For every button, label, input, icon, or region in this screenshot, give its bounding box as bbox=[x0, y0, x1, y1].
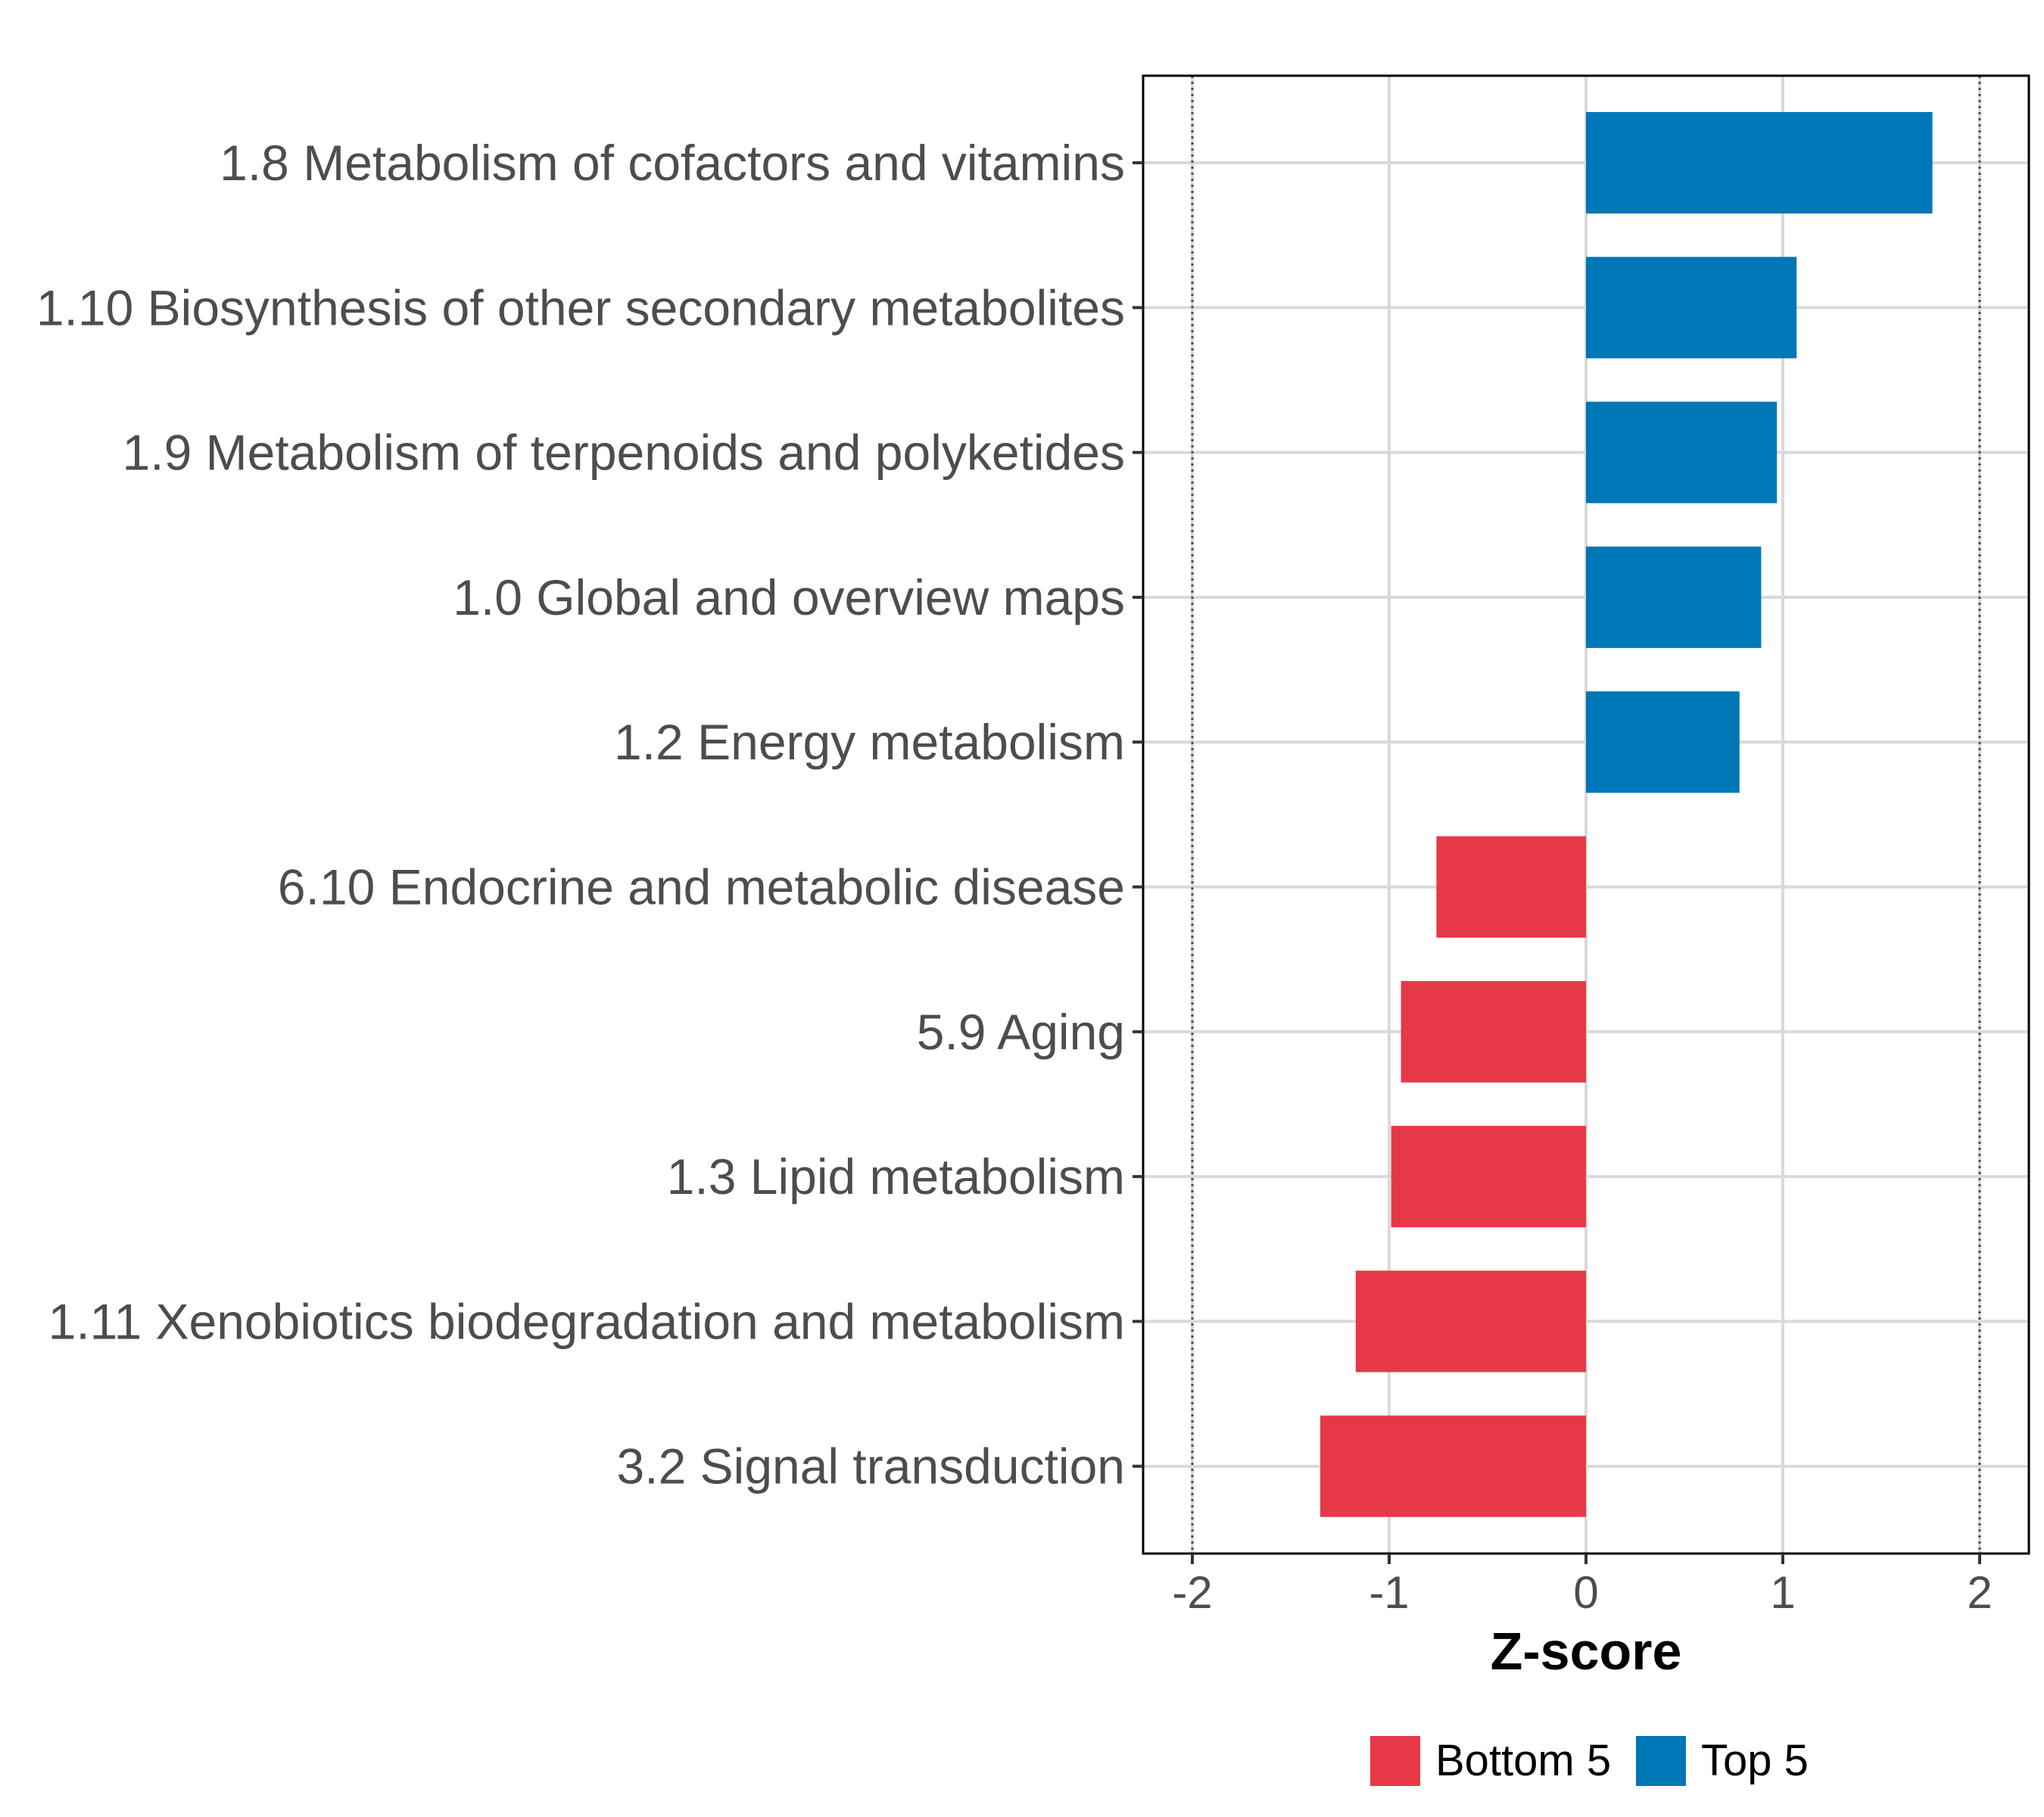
category-label: 5.9 Aging bbox=[917, 1004, 1125, 1060]
x-tick-label: 2 bbox=[1967, 1567, 1992, 1618]
legend: Bottom 5 Top 5 bbox=[1370, 1736, 1809, 1786]
category-label: 1.8 Metabolism of cofactors and vitamins bbox=[220, 135, 1125, 191]
bar bbox=[1586, 546, 1762, 648]
category-label: 3.2 Signal transduction bbox=[617, 1438, 1125, 1494]
x-axis: -2 -1 0 1 2 bbox=[1172, 1554, 1993, 1618]
bar bbox=[1586, 257, 1797, 359]
category-label: 6.10 Endocrine and metabolic disease bbox=[278, 859, 1125, 915]
category-label: 1.0 Global and overview maps bbox=[453, 569, 1125, 625]
category-label: 1.11 Xenobiotics biodegradation and meta… bbox=[48, 1293, 1125, 1349]
legend-label: Bottom 5 bbox=[1435, 1736, 1611, 1785]
legend-label: Top 5 bbox=[1701, 1736, 1809, 1785]
category-label: 1.9 Metabolism of terpenoids and polyket… bbox=[123, 425, 1125, 481]
x-tick-label: -1 bbox=[1369, 1567, 1409, 1618]
x-axis-title: Z-score bbox=[1491, 1622, 1682, 1681]
bar bbox=[1320, 1415, 1586, 1517]
y-axis: 1.8 Metabolism of cofactors and vitamins… bbox=[36, 135, 1143, 1494]
bar bbox=[1586, 112, 1933, 213]
bar bbox=[1355, 1270, 1586, 1373]
legend-key bbox=[1370, 1736, 1420, 1786]
bar bbox=[1436, 836, 1586, 938]
category-label: 1.2 Energy metabolism bbox=[614, 714, 1125, 770]
x-tick-label: -2 bbox=[1172, 1567, 1212, 1618]
bar bbox=[1391, 1126, 1586, 1228]
bar bbox=[1401, 980, 1586, 1083]
category-label: 1.10 Biosynthesis of other secondary met… bbox=[36, 279, 1125, 335]
category-label: 1.3 Lipid metabolism bbox=[667, 1148, 1125, 1205]
x-tick-label: 1 bbox=[1770, 1567, 1795, 1618]
legend-key bbox=[1636, 1736, 1686, 1786]
bar bbox=[1586, 401, 1778, 503]
bar-layer bbox=[1320, 112, 1933, 1517]
x-tick-label: 0 bbox=[1573, 1567, 1598, 1618]
bar bbox=[1586, 691, 1740, 793]
